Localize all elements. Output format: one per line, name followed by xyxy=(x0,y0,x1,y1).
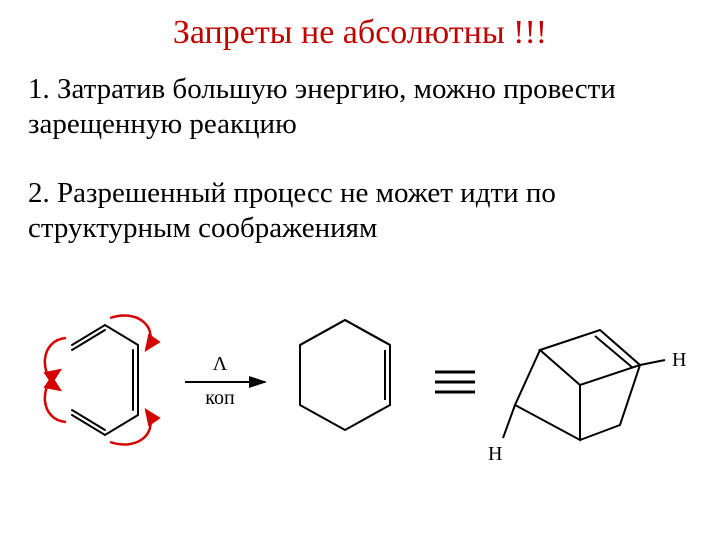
page-title: Запреты не абсолютны !!! xyxy=(0,14,720,52)
above-arrow: Λ xyxy=(213,353,228,375)
paragraph-2: 2. Разрешенный процесс не может идти по … xyxy=(28,176,688,246)
below-arrow: коп xyxy=(205,387,235,409)
paragraph-1: 1. Затратив большую энергию, можно прове… xyxy=(28,72,688,142)
h-label-top: H xyxy=(672,349,686,371)
reaction-scheme: Λ коп xyxy=(30,300,690,510)
h-label-bottom: H xyxy=(488,443,502,465)
